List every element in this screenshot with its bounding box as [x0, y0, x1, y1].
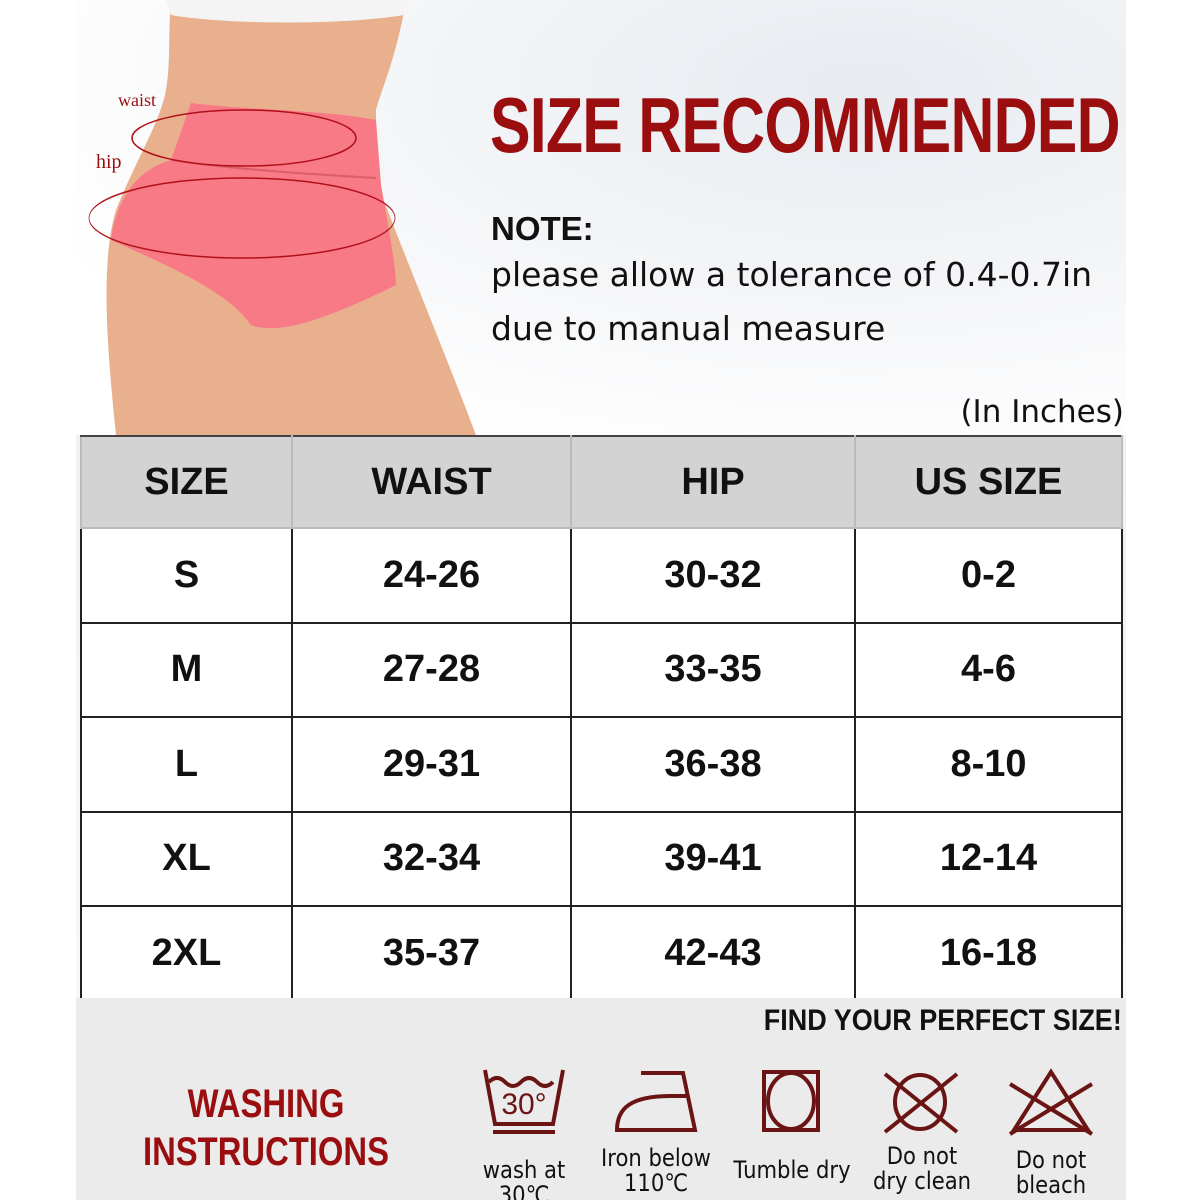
- wash-temp: 30°: [501, 1088, 546, 1121]
- cell-size: M: [80, 621, 293, 718]
- cell-hip: 33-35: [570, 621, 856, 718]
- care-label: Do not: [886, 1142, 958, 1170]
- header-hip: HIP: [570, 435, 856, 529]
- care-iron: Iron below 110℃: [586, 1068, 726, 1196]
- care-label: wash at 30℃: [482, 1156, 566, 1200]
- tagline: FIND YOUR PERFECT SIZE!: [763, 1004, 1122, 1037]
- table-header-row: SIZE WAIST HIP US SIZE: [80, 435, 1123, 529]
- care-label: dry clean: [872, 1167, 972, 1195]
- care-section: [76, 998, 1126, 1200]
- care-label: Tumble dry: [733, 1156, 851, 1184]
- size-table: SIZE WAIST HIP US SIZE S 24-26 30-32 0-2 M 27…: [80, 435, 1123, 1002]
- note-heading: NOTE:: [491, 210, 594, 247]
- header-size: SIZE: [80, 435, 293, 529]
- model-illustration: waist hip: [88, 0, 476, 435]
- cell-hip: 36-38: [570, 716, 856, 813]
- care-label: Iron below: [601, 1144, 711, 1172]
- cell-hip: 30-32: [570, 527, 856, 624]
- cell-us-size: 12-14: [854, 810, 1123, 907]
- care-no-dry-clean: Do not dry clean: [852, 1068, 992, 1194]
- table-row: 2XL 35-37 42-43 16-18: [80, 905, 1123, 1002]
- note-line-1: please allow a tolerance of 0.4-0.7in: [491, 255, 1093, 294]
- wash-30-icon: 30°: [483, 1069, 565, 1134]
- iron-icon: [614, 1071, 698, 1132]
- waist-label: waist: [118, 90, 156, 110]
- cell-waist: 24-26: [291, 527, 572, 624]
- cell-size: L: [80, 716, 293, 813]
- table-row: M 27-28 33-35 4-6: [80, 621, 1123, 718]
- care-tumble: Tumble dry: [722, 1068, 862, 1183]
- table-row: XL 32-34 39-41 12-14: [80, 810, 1123, 907]
- cell-size: S: [80, 527, 293, 624]
- cell-us-size: 8-10: [854, 716, 1123, 813]
- cell-waist: 27-28: [291, 621, 572, 718]
- cell-hip: 39-41: [570, 810, 856, 907]
- cell-us-size: 0-2: [854, 527, 1123, 624]
- unit-label: (In Inches): [960, 394, 1124, 430]
- table-row: S 24-26 30-32 0-2: [80, 527, 1123, 624]
- care-no-bleach: Do not bleach: [981, 1068, 1121, 1198]
- waist-line: [131, 109, 357, 167]
- care-label: bleach: [1015, 1171, 1087, 1199]
- hip-line: [88, 177, 396, 259]
- cell-hip: 42-43: [570, 905, 856, 1002]
- note-line-2: due to manual measure: [491, 309, 886, 348]
- cell-us-size: 4-6: [854, 621, 1123, 718]
- tumble-dry-icon: [762, 1070, 820, 1132]
- no-dry-clean-icon: [883, 1072, 959, 1134]
- page-title: SIZE RECOMMENDED: [490, 81, 1121, 169]
- header-waist: WAIST: [291, 435, 572, 529]
- hip-label: hip: [96, 151, 122, 173]
- header-us-size: US SIZE: [854, 435, 1123, 529]
- cell-waist: 29-31: [291, 716, 572, 813]
- cell-us-size: 16-18: [854, 905, 1123, 1002]
- cell-size: 2XL: [80, 905, 293, 1002]
- washing-heading-1: WASHING: [187, 1082, 345, 1126]
- care-label: 110℃: [623, 1169, 689, 1197]
- care-wash-30: 30° wash at 30℃: [454, 1068, 594, 1200]
- no-bleach-icon: [1008, 1068, 1094, 1136]
- care-label: Do not: [1015, 1146, 1087, 1174]
- washing-heading-2: INSTRUCTIONS: [143, 1130, 389, 1174]
- size-chart-image: waist hip SIZE RECOMMENDED NOTE: please …: [76, 0, 1126, 1200]
- table-row: L 29-31 36-38 8-10: [80, 716, 1123, 813]
- cell-waist: 32-34: [291, 810, 572, 907]
- cell-waist: 35-37: [291, 905, 572, 1002]
- cell-size: XL: [80, 810, 293, 907]
